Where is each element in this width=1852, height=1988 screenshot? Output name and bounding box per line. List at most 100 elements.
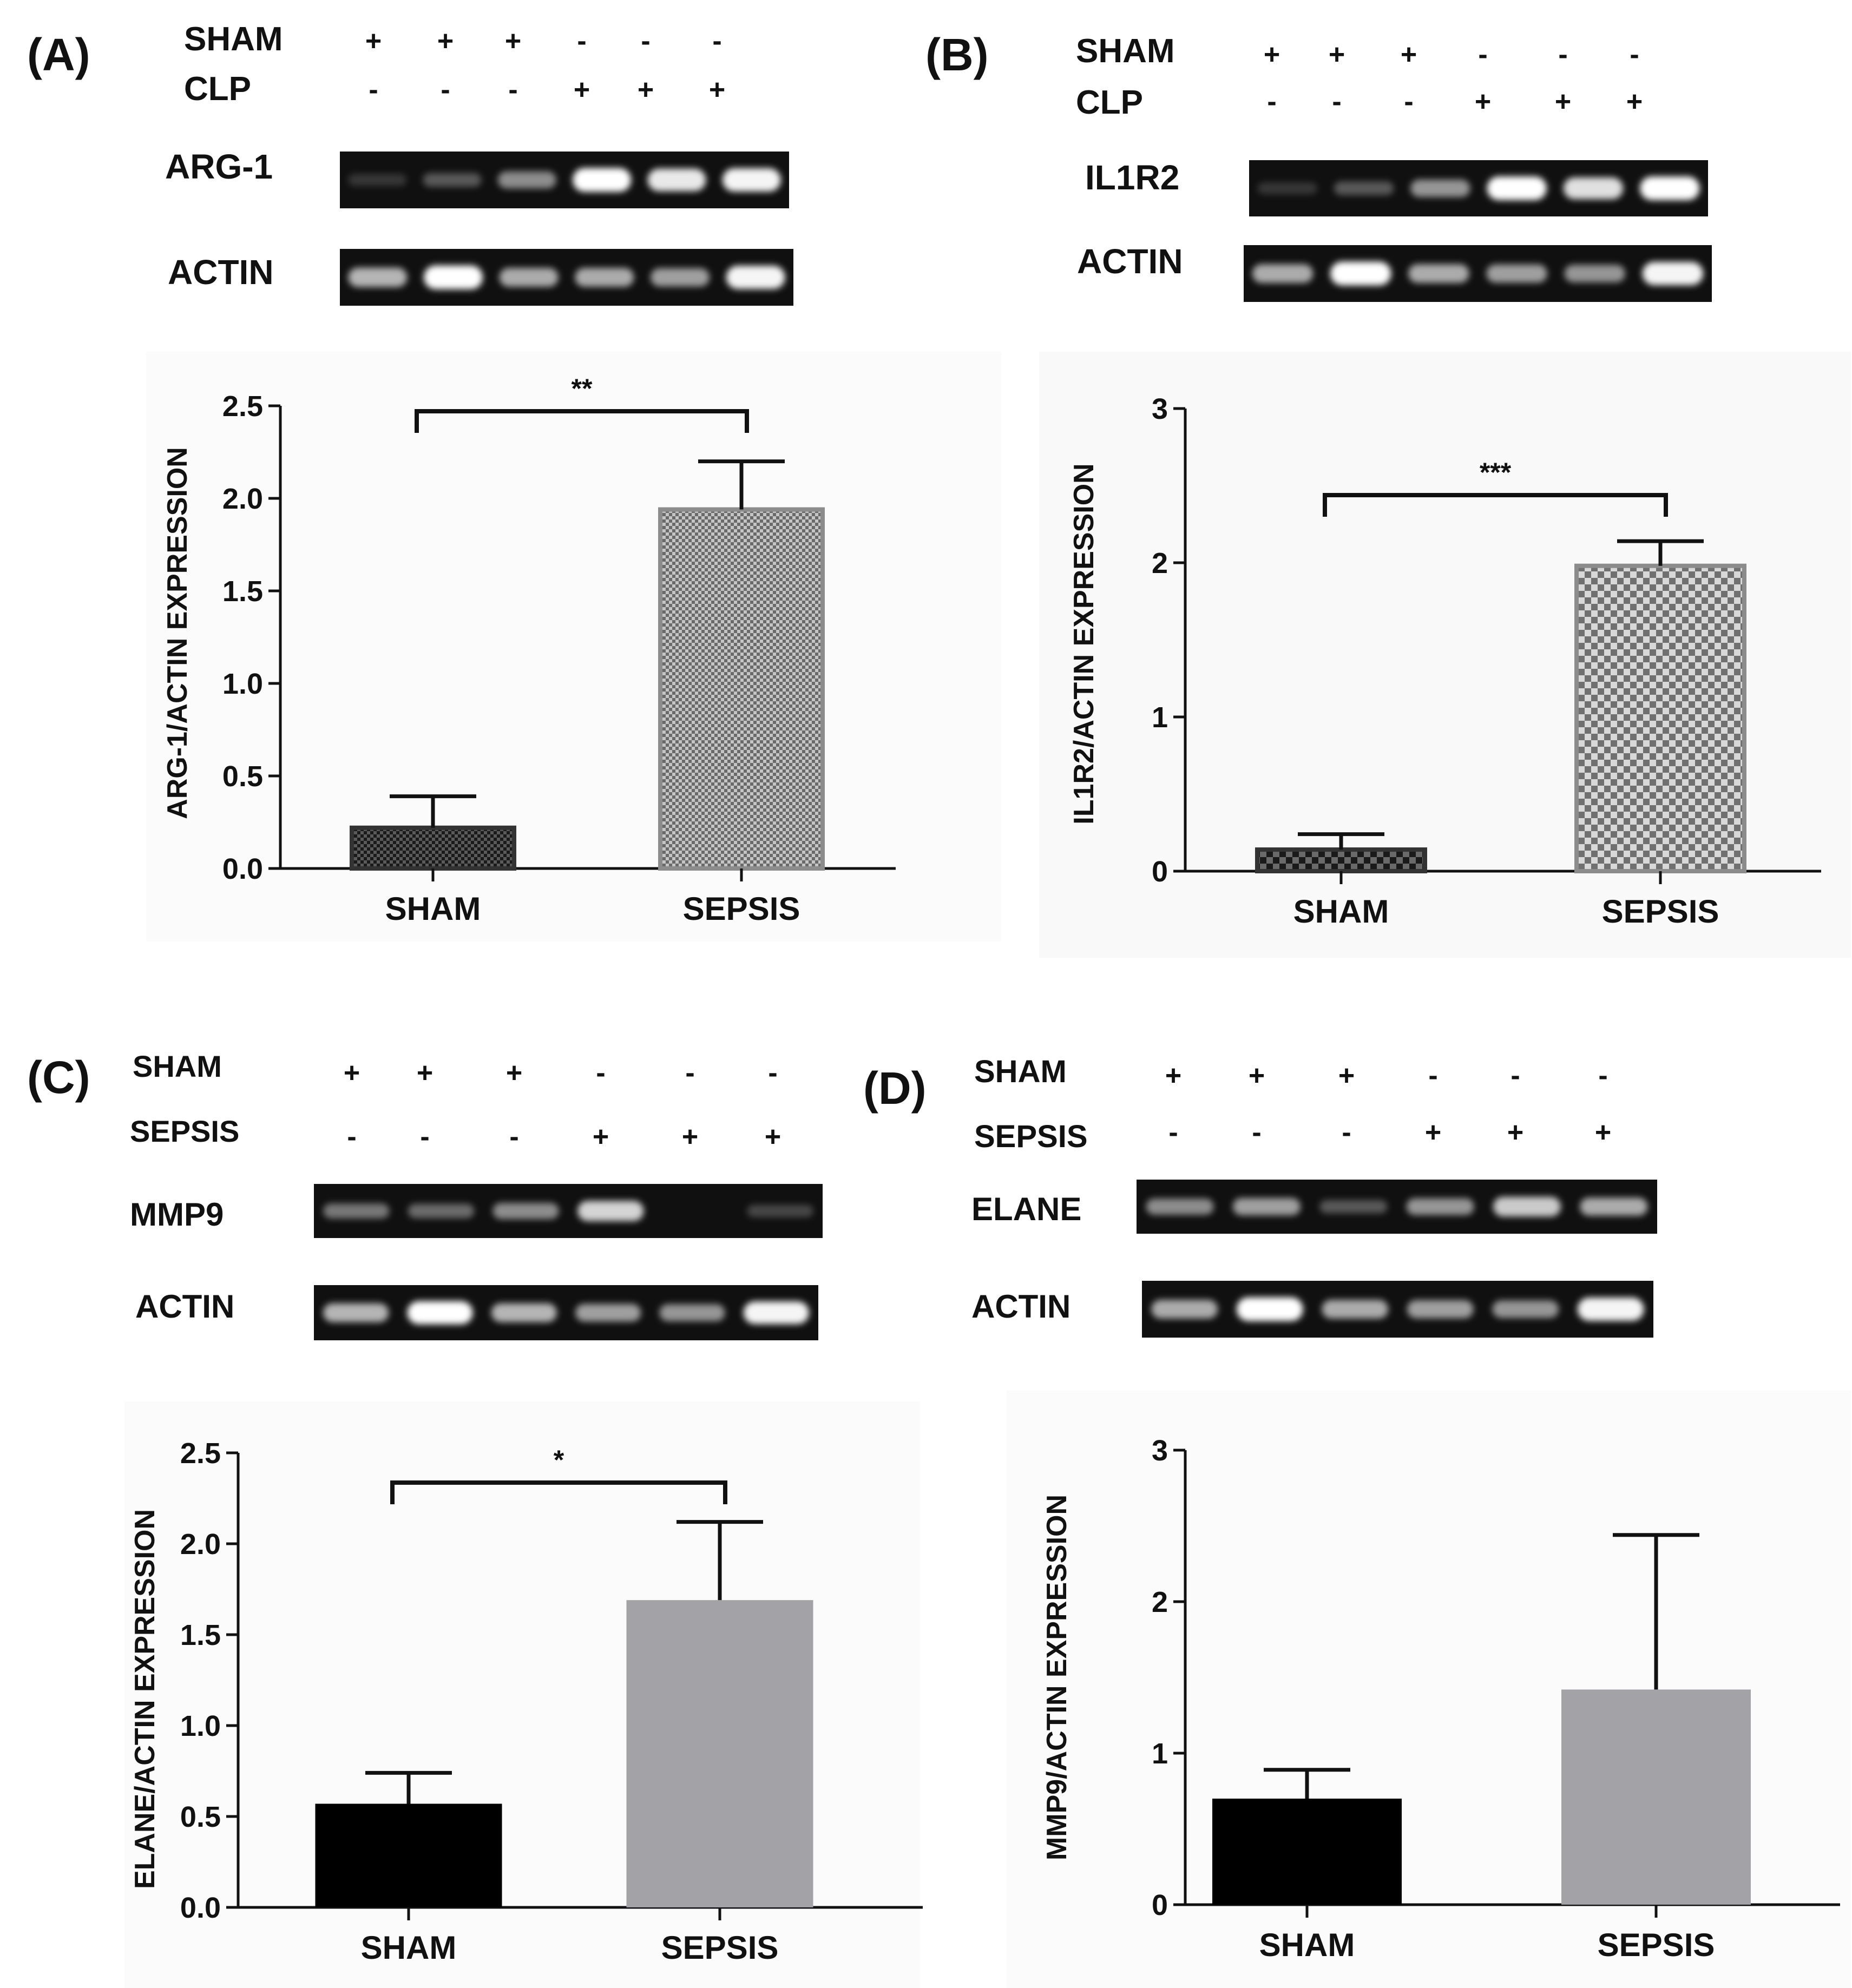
y-tick-label: 1.0 xyxy=(180,1710,221,1742)
gel-band xyxy=(408,1203,475,1219)
significance-bracket xyxy=(390,1480,727,1504)
gel-band xyxy=(575,1304,641,1322)
y-axis-title: MMP9/ACTIN EXPRESSION xyxy=(1041,1495,1073,1860)
panel-d-signs: + + + - - - - - - + + + xyxy=(1165,1060,1611,1148)
panel-b-gel-label-1: IL1R2 xyxy=(1085,158,1179,197)
panel-a-signs: + + + - - - - - - + + + xyxy=(365,25,725,106)
bar-sepsis xyxy=(1574,563,1746,873)
significance-label: * xyxy=(554,1445,564,1475)
gel-band xyxy=(407,1301,473,1325)
gel-band xyxy=(1640,176,1700,200)
y-tick-label: 1.5 xyxy=(180,1619,221,1651)
gel-band xyxy=(492,1203,559,1219)
gel-band xyxy=(1330,261,1391,286)
sign-mark: - xyxy=(1558,39,1567,70)
gel-band xyxy=(1322,1300,1389,1319)
gel-band xyxy=(1407,1300,1474,1319)
sign-mark: + xyxy=(437,25,454,57)
sign-mark: + xyxy=(638,74,654,106)
bar-sham xyxy=(1255,847,1427,873)
gel-band xyxy=(323,1203,390,1219)
gel-band xyxy=(1232,1197,1301,1216)
gel-band xyxy=(726,266,785,289)
sign-mark: + xyxy=(1507,1117,1523,1148)
gel-strip xyxy=(340,249,793,306)
panel-a-row-label-1: SHAM xyxy=(184,21,283,58)
sign-mark: - xyxy=(1428,1060,1437,1091)
sign-mark: + xyxy=(344,1057,360,1089)
y-tick-label: 1.0 xyxy=(222,668,263,700)
sign-mark: - xyxy=(1252,1117,1261,1148)
bar-sepsis xyxy=(1561,1689,1751,1905)
bar-sham xyxy=(350,825,516,871)
sign-mark: - xyxy=(1404,86,1413,117)
gel-band xyxy=(577,1201,644,1221)
panel-d-gel-label-1: ELANE xyxy=(971,1191,1081,1227)
gel-images xyxy=(314,152,1712,1340)
sign-mark: + xyxy=(1626,86,1643,117)
chart-a: 0.0 0.5 1.0 1.5 2.0 2.5 ARG-1/ACTIN EXPRESSION… xyxy=(162,373,896,927)
panel-d-row-label-1: SHAM xyxy=(974,1054,1067,1089)
x-tick-label: SEPSIS xyxy=(1602,893,1719,930)
gel-strip xyxy=(1244,245,1712,302)
panel-letter-b: (B) xyxy=(925,29,989,80)
gel-band xyxy=(1493,1196,1561,1217)
gel-band xyxy=(491,1303,557,1322)
y-tick-label: 3 xyxy=(1152,393,1168,425)
gel-band xyxy=(1257,182,1317,194)
panel-a-gel-label-1: ARG-1 xyxy=(165,147,273,186)
gel-band xyxy=(348,174,407,186)
y-tick-label: 1 xyxy=(1152,701,1168,734)
gel-band xyxy=(1236,1297,1303,1321)
chart-d: 0 1 2 3 MMP9/ACTIN EXPRESSION SHAM SEPSIS xyxy=(1041,1434,1840,1963)
gel-band xyxy=(323,1303,389,1322)
x-tick-label: SEPSIS xyxy=(683,891,800,927)
gel-band xyxy=(1580,1197,1648,1216)
y-tick-label: 2.0 xyxy=(180,1528,221,1561)
gel-band xyxy=(1334,181,1394,195)
gel-band xyxy=(1563,177,1624,200)
gel-band xyxy=(722,168,781,192)
chart-c: 0.0 0.5 1.0 1.5 2.0 2.5 ELANE/ACTIN EXPRESSION… xyxy=(129,1437,923,1966)
gel-band xyxy=(1406,1198,1474,1215)
gel-band xyxy=(348,267,408,287)
sign-mark: - xyxy=(1511,1060,1520,1091)
sign-mark: - xyxy=(1332,86,1341,117)
sign-mark: + xyxy=(1329,39,1345,70)
panel-c-gel-label-2: ACTIN xyxy=(135,1288,234,1325)
gel-band xyxy=(575,268,634,287)
panel-letter-a: (A) xyxy=(27,29,90,80)
sign-mark: + xyxy=(1338,1060,1355,1091)
bar-sepsis xyxy=(626,1600,813,1907)
gel-band xyxy=(499,268,559,287)
y-tick-label: 0 xyxy=(1152,1889,1168,1921)
sign-mark: - xyxy=(641,25,650,57)
sign-mark: - xyxy=(768,1057,777,1089)
sign-mark: - xyxy=(508,74,517,106)
gel-band xyxy=(497,171,556,189)
gel-band xyxy=(1146,1199,1214,1215)
y-axis-title: ARG-1/ACTIN EXPRESSION xyxy=(162,447,193,819)
sign-mark: - xyxy=(1598,1060,1607,1091)
y-tick-label: 1.5 xyxy=(222,575,263,608)
gel-band xyxy=(743,1301,809,1324)
gel-band xyxy=(1492,1300,1559,1318)
panel-b-row-label-2: CLP xyxy=(1076,84,1143,121)
gel-band xyxy=(1410,179,1470,198)
gel-band xyxy=(647,168,706,192)
y-axis-title: ELANE/ACTIN EXPRESSION xyxy=(129,1509,161,1889)
gel-band xyxy=(1487,176,1547,200)
gel-band xyxy=(424,265,483,289)
bar-sepsis xyxy=(658,507,825,871)
panel-letter-d: (D) xyxy=(863,1063,927,1114)
sign-mark: + xyxy=(709,74,725,106)
y-tick-label: 0.0 xyxy=(180,1892,221,1924)
gel-band xyxy=(1408,264,1469,283)
sign-mark: + xyxy=(1555,86,1571,117)
sign-mark: - xyxy=(1478,39,1487,70)
sign-mark: + xyxy=(417,1057,433,1089)
y-tick-label: 2 xyxy=(1152,1586,1168,1618)
gel-band xyxy=(1151,1300,1218,1319)
panel-d-row-label-2: SEPSIS xyxy=(974,1119,1088,1154)
